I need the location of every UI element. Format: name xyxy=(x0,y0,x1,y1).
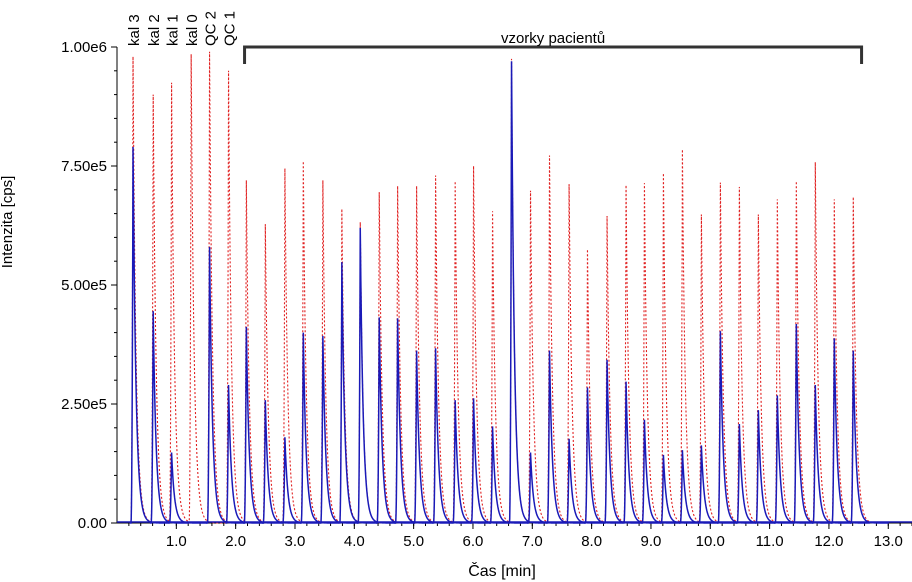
peak xyxy=(375,192,415,524)
peak xyxy=(774,395,813,524)
peak xyxy=(717,182,756,524)
peak xyxy=(641,419,681,524)
peak xyxy=(300,161,339,524)
peak xyxy=(698,445,737,524)
peak xyxy=(281,168,321,524)
y-tick-label: 2.50e5 xyxy=(61,396,107,413)
x-tick-label: 11.0 xyxy=(756,533,784,550)
y-tick-label: 1.00e6 xyxy=(61,39,107,56)
peak xyxy=(338,208,378,524)
peak xyxy=(584,249,624,524)
y-axis-label: Intenzita [cps] xyxy=(0,176,16,269)
peak xyxy=(451,400,491,524)
peak xyxy=(451,181,491,524)
peak xyxy=(679,149,718,524)
y-ticks: 0.00 2.50e5 5.00e5 7.50e5 1.00e6 xyxy=(61,39,117,532)
peak xyxy=(243,180,282,524)
peak xyxy=(793,324,832,524)
peak xyxy=(300,332,339,524)
x-axis-label: Čas [min] xyxy=(468,561,536,580)
peak xyxy=(736,423,775,524)
peak-annotation: kal 3 xyxy=(126,14,143,46)
peak xyxy=(168,452,208,524)
x-tick-label: 5.0 xyxy=(403,533,424,550)
x-tick-label: 8.0 xyxy=(581,533,602,550)
peak-annotation: kal 2 xyxy=(146,14,163,46)
peak xyxy=(527,190,567,524)
x-tick-label: 13.0 xyxy=(874,533,903,550)
peak xyxy=(622,185,662,524)
x-tick-label: 6.0 xyxy=(463,533,484,550)
x-tick-label: 9.0 xyxy=(641,533,662,550)
x-tick-label: 7.0 xyxy=(522,533,543,550)
y-tick-label: 7.50e5 xyxy=(61,158,107,175)
peak xyxy=(470,398,510,524)
x-tick-label: 3.0 xyxy=(285,533,306,550)
peak xyxy=(168,82,208,524)
x-ticks: 1.0 2.0 3.0 4.0 5.0 6.0 7.0 8.0 9.0 10.0 11.0 12.0 1… xyxy=(128,523,912,550)
peak xyxy=(413,185,453,524)
peak xyxy=(356,227,396,524)
peak xyxy=(812,384,851,524)
peak xyxy=(850,350,889,524)
x-tick-label: 12.0 xyxy=(814,533,843,550)
peak xyxy=(489,211,529,524)
annotation-layer: kal 3 kal 2 kal 1 kal 0 QC 2 QC 1 vzorky pacie… xyxy=(126,11,864,64)
peak xyxy=(149,94,189,524)
peak xyxy=(736,186,775,524)
peak xyxy=(755,410,794,524)
peak xyxy=(129,146,169,524)
peak xyxy=(831,338,870,524)
patient-samples-bracket xyxy=(243,45,864,64)
peak xyxy=(508,61,548,524)
peak xyxy=(187,54,227,524)
peak xyxy=(319,335,359,524)
peak xyxy=(565,438,605,524)
x-tick-label: 10.0 xyxy=(696,533,725,550)
peak xyxy=(527,452,567,524)
peak xyxy=(243,326,282,524)
peak xyxy=(565,184,605,524)
peak xyxy=(338,262,378,524)
peak xyxy=(394,185,434,524)
peak xyxy=(375,317,415,524)
bracket-label: vzorky pacientů xyxy=(501,30,605,47)
peak-annotation: QC 1 xyxy=(222,11,239,46)
peak xyxy=(603,215,643,524)
series-layer xyxy=(117,51,912,524)
peak xyxy=(319,180,359,524)
peak-annotation: kal 0 xyxy=(184,14,201,46)
series-solid-blue xyxy=(129,61,889,524)
peak xyxy=(793,181,832,524)
peak xyxy=(432,175,472,524)
peak xyxy=(679,450,718,524)
peak xyxy=(698,214,737,524)
peak xyxy=(660,173,700,524)
x-tick-label: 2.0 xyxy=(225,533,246,550)
axes: 0.00 2.50e5 5.00e5 7.50e5 1.00e6 1.0 2.0 3.0 4.… xyxy=(61,39,912,550)
peak xyxy=(831,199,870,524)
peak xyxy=(774,199,813,524)
peak xyxy=(641,183,681,524)
peak xyxy=(850,196,889,524)
y-tick-label: 5.00e5 xyxy=(61,277,107,294)
peak xyxy=(394,318,434,524)
peak xyxy=(262,400,301,524)
peak xyxy=(546,155,586,524)
x-tick-label: 4.0 xyxy=(344,533,365,550)
peak xyxy=(129,56,169,524)
peak-annotation: kal 1 xyxy=(165,14,182,46)
peak xyxy=(225,70,265,524)
peak xyxy=(432,348,472,524)
x-tick-label: 1.0 xyxy=(166,533,187,550)
series-dotted-red xyxy=(129,51,889,524)
peak-annotation: QC 2 xyxy=(203,11,220,46)
y-tick-label: 0.00 xyxy=(78,515,107,532)
peak xyxy=(660,454,700,524)
peak xyxy=(717,331,756,524)
peak xyxy=(206,51,246,524)
